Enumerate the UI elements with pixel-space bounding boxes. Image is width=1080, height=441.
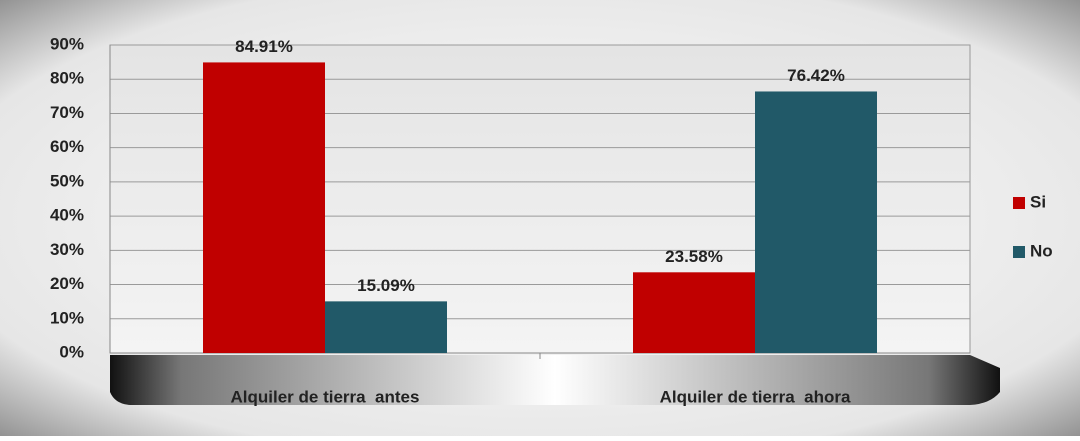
x-tick-label: Alquiler de tierra antes	[231, 387, 420, 406]
y-tick-label: 10%	[50, 308, 84, 327]
y-tick-label: 30%	[50, 240, 84, 259]
x-tick-label: Alquiler de tierra ahora	[660, 387, 851, 406]
legend-swatch	[1013, 197, 1025, 209]
y-tick-label: 0%	[59, 342, 84, 361]
data-label: 23.58%	[665, 247, 723, 266]
y-tick-label: 20%	[50, 274, 84, 293]
legend-label: Si	[1030, 192, 1046, 211]
data-label: 76.42%	[787, 66, 845, 85]
y-tick-label: 80%	[50, 69, 84, 88]
bar	[633, 272, 755, 353]
y-tick-label: 40%	[50, 206, 84, 225]
data-label: 84.91%	[235, 37, 293, 56]
bar	[203, 62, 325, 354]
floor	[110, 355, 1000, 405]
y-tick-label: 60%	[50, 137, 84, 156]
y-tick-label: 90%	[50, 34, 84, 53]
legend-label: No	[1030, 241, 1053, 260]
y-tick-label: 70%	[50, 103, 84, 122]
data-label: 15.09%	[357, 276, 415, 295]
y-tick-label: 50%	[50, 171, 84, 190]
legend-swatch	[1013, 246, 1025, 258]
bar	[325, 301, 447, 353]
bar	[755, 91, 877, 353]
